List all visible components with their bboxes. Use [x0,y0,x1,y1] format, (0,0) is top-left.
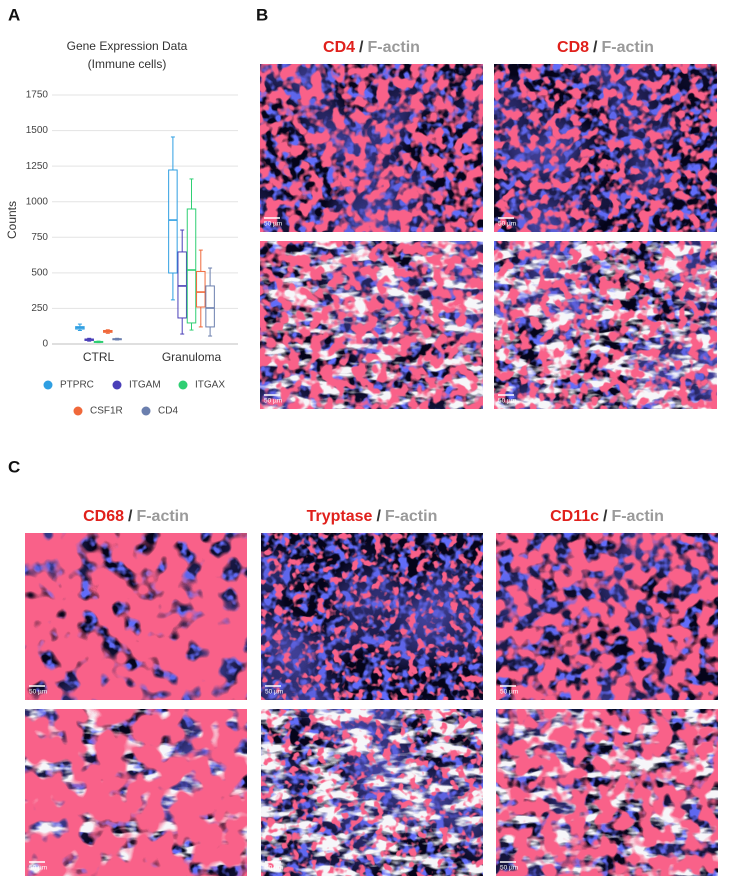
legend-label: ITGAM [129,380,161,391]
box-body [177,251,187,319]
scale-label: 50 µm [498,398,516,405]
scale-label: 50 µm [498,221,516,228]
y-tick-label: 250 [31,303,48,314]
panel-title: CD11c / F-actin [550,508,664,525]
box [103,329,113,334]
y-tick-label: 1500 [26,125,49,136]
chart-title: Gene Expression Data [67,39,188,53]
y-axis-label: Counts [5,201,19,239]
micrograph: 50 µm [496,709,718,876]
box-body [196,270,206,308]
marker-signal [496,533,718,700]
box [186,178,197,331]
marker-signal [25,533,247,700]
box-body [186,208,197,324]
marker-signal [261,709,483,876]
marker-name: CD11c [550,508,599,525]
box [93,340,104,344]
separator: / [128,508,133,525]
legend-label: ITGAX [195,380,225,391]
scale-label: 50 µm [265,865,283,872]
micrograph: 50 µm [25,533,247,700]
micrograph: 50 µm [494,64,717,232]
stain-name: F-actin [611,508,663,525]
box [196,249,206,328]
y-tick-label: 0 [42,339,48,350]
box-body [205,285,215,328]
marker-signal [260,241,483,409]
y-tick-label: 1750 [26,90,49,101]
y-tick-label: 1000 [26,196,49,207]
legend-label: CD4 [158,406,178,417]
scale-label: 50 µm [264,398,282,405]
box [112,337,122,341]
panel-label: A [8,5,20,24]
marker-name: CD68 [83,508,124,525]
legend-label: PTPRC [60,380,94,391]
legend-marker [178,380,188,390]
legend-marker [43,380,53,390]
box [168,136,178,301]
micrograph: 50 µm [494,241,717,409]
micrograph: 50 µm [260,64,483,232]
x-tick-label: Granuloma [162,350,222,364]
micrograph: 50 µm [261,533,483,700]
panel-title: CD4/F-actin [323,39,420,56]
box [177,229,187,335]
micrograph: 50 µm [496,533,718,700]
chart-subtitle: (Immune cells) [88,57,167,71]
y-tick-label: 500 [31,267,48,278]
panel-label: C [8,457,20,476]
scale-label: 50 µm [264,221,282,228]
box [75,323,85,331]
panel-title: CD8/F-actin [557,39,654,56]
separator: / [593,39,598,56]
micrograph: 50 µm [260,241,483,409]
marker-name: CD4 [323,39,355,56]
panel-label: B [256,5,268,24]
scale-label: 50 µm [29,689,47,696]
stain-name: F-actin [368,39,420,56]
box-body [168,169,178,274]
legend-marker [73,406,83,416]
stain-name: F-actin [136,508,188,525]
box [84,337,94,342]
micrograph: 50 µm [261,709,483,876]
marker-signal [25,709,247,876]
y-tick-label: 1250 [26,161,49,172]
scale-label: 50 µm [500,865,518,872]
separator: / [376,508,381,525]
scale-label: 50 µm [29,865,47,872]
marker-name: CD8 [557,39,589,56]
panel-title: CD68/F-actin [83,508,189,525]
marker-name: Tryptase [307,508,373,525]
stain-name: F-actin [602,39,654,56]
legend-label: CSF1R [90,406,123,417]
scale-label: 50 µm [500,689,518,696]
x-tick-label: CTRL [83,350,115,364]
scale-label: 50 µm [265,689,283,696]
marker-signal [260,64,483,232]
legend-marker [141,406,151,416]
y-tick-label: 750 [31,232,48,243]
legend-marker [112,380,122,390]
stain-name: F-actin [385,508,437,525]
marker-signal [496,709,718,876]
box [205,267,215,337]
marker-signal [494,64,717,232]
separator: / [603,508,608,525]
separator: / [359,39,364,56]
marker-signal [494,241,717,409]
marker-signal [261,533,483,700]
panel-title: Tryptase / F-actin [307,508,438,525]
micrograph: 50 µm [25,709,247,876]
